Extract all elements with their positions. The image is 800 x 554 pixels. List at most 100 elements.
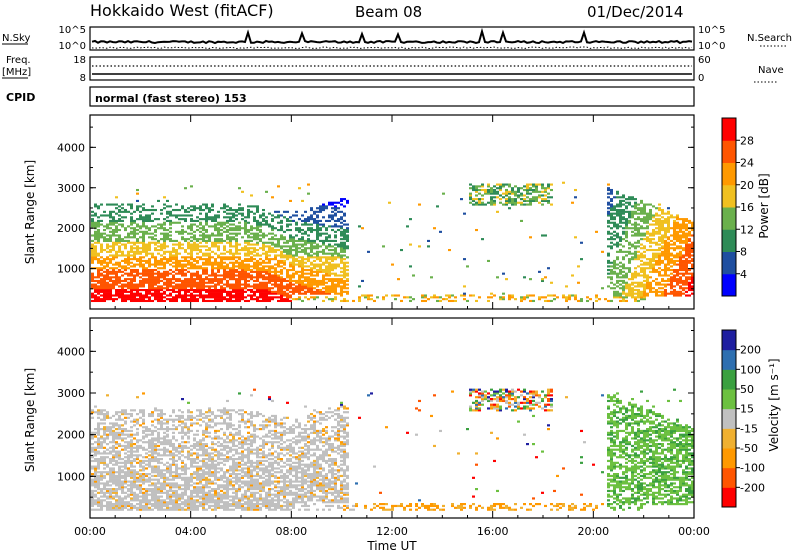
heatmap-cell bbox=[145, 299, 148, 303]
heatmap-cell bbox=[253, 294, 256, 297]
heatmap-cell bbox=[115, 433, 118, 436]
heatmap-cell bbox=[118, 478, 121, 481]
heatmap-cell bbox=[670, 285, 673, 288]
heatmap-cell bbox=[205, 272, 208, 275]
heatmap-cell bbox=[91, 491, 94, 494]
heatmap-cell bbox=[148, 279, 151, 283]
heatmap-cell bbox=[340, 245, 343, 248]
heatmap-cell bbox=[184, 259, 187, 263]
heatmap-cell bbox=[532, 196, 535, 199]
heatmap-cell bbox=[154, 452, 157, 455]
heatmap-cell bbox=[139, 261, 142, 264]
heatmap-cell bbox=[229, 290, 232, 293]
heatmap-cell bbox=[145, 288, 148, 292]
heatmap-cell bbox=[112, 508, 115, 511]
colorbar-swatch bbox=[722, 162, 736, 186]
heatmap-cell bbox=[94, 471, 97, 474]
heatmap-cell bbox=[121, 203, 124, 206]
heatmap-cell bbox=[118, 238, 121, 241]
heatmap-cell bbox=[622, 203, 625, 206]
heatmap-cell bbox=[121, 283, 124, 286]
heatmap-cell bbox=[220, 239, 223, 243]
heatmap-cell bbox=[304, 232, 307, 235]
heatmap-cell bbox=[145, 473, 148, 476]
heatmap-cell bbox=[250, 236, 253, 239]
heatmap-cell bbox=[154, 503, 157, 506]
heatmap-cell bbox=[268, 268, 271, 272]
heatmap-cell bbox=[193, 230, 196, 233]
heatmap-cell bbox=[97, 268, 100, 272]
heatmap-cell bbox=[97, 497, 100, 500]
heatmap-cell bbox=[565, 298, 568, 301]
heatmap-cell bbox=[220, 252, 223, 255]
heatmap-cell bbox=[307, 285, 310, 288]
heatmap-cell bbox=[265, 241, 268, 244]
heatmap-cell bbox=[298, 263, 301, 266]
heatmap-cell bbox=[124, 259, 127, 263]
heatmap-cell bbox=[622, 230, 625, 233]
heatmap-cell bbox=[334, 288, 337, 292]
heatmap-cell bbox=[310, 261, 313, 264]
heatmap-cell bbox=[664, 250, 667, 253]
heatmap-cell bbox=[97, 279, 100, 283]
heatmap-cell bbox=[241, 298, 244, 301]
heatmap-cell bbox=[643, 212, 646, 215]
heatmap-cell bbox=[619, 270, 622, 273]
heatmap-cell bbox=[679, 234, 682, 237]
heatmap-cell bbox=[94, 254, 97, 257]
heatmap-cell bbox=[250, 259, 253, 263]
heatmap-cell bbox=[661, 238, 664, 241]
heatmap-cell bbox=[130, 450, 133, 453]
heatmap-cell bbox=[145, 252, 148, 255]
heatmap-cell bbox=[226, 208, 229, 212]
heatmap-cell bbox=[106, 411, 109, 414]
heatmap-cell bbox=[304, 258, 307, 261]
heatmap-cell bbox=[97, 207, 100, 210]
heatmap-cell bbox=[148, 248, 151, 252]
heatmap-cell bbox=[103, 276, 106, 279]
heatmap-cell bbox=[139, 250, 142, 253]
heatmap-cell bbox=[691, 288, 694, 292]
heatmap-cell bbox=[253, 292, 256, 295]
heatmap-cell bbox=[145, 429, 148, 433]
heatmap-cell bbox=[115, 461, 118, 464]
heatmap-cell bbox=[121, 296, 124, 299]
heatmap-cell bbox=[622, 210, 625, 213]
heatmap-cell bbox=[682, 283, 685, 286]
heatmap-cell bbox=[91, 503, 94, 506]
heatmap-cell bbox=[232, 227, 235, 230]
heatmap-cell bbox=[232, 272, 235, 275]
heatmap-cell bbox=[277, 210, 280, 213]
heatmap-cell bbox=[211, 263, 214, 266]
heatmap-cell bbox=[124, 504, 127, 508]
heatmap-cell bbox=[331, 298, 334, 301]
heatmap-cell bbox=[310, 243, 313, 246]
heatmap-cell bbox=[322, 252, 325, 255]
heatmap-cell bbox=[217, 223, 220, 226]
heatmap-cell bbox=[265, 223, 268, 226]
heatmap-cell bbox=[256, 268, 259, 272]
heatmap-cell bbox=[259, 299, 262, 303]
heatmap-cell bbox=[199, 205, 202, 208]
heatmap-cell bbox=[217, 230, 220, 233]
heatmap-cell bbox=[673, 261, 676, 264]
heatmap-cell bbox=[193, 219, 196, 222]
heatmap-cell bbox=[166, 283, 169, 286]
heatmap-cell bbox=[340, 256, 343, 259]
heatmap-cell bbox=[112, 446, 115, 449]
heatmap-cell bbox=[115, 489, 118, 493]
heatmap-cell bbox=[118, 476, 121, 479]
heatmap-cell bbox=[685, 219, 688, 222]
heatmap-cell bbox=[214, 285, 217, 288]
nsky-tick-top-left: 10^5 bbox=[59, 25, 86, 36]
heatmap-cell bbox=[112, 272, 115, 275]
heatmap-cell bbox=[124, 461, 127, 464]
heatmap-cell bbox=[238, 285, 241, 288]
heatmap-cell bbox=[214, 272, 217, 275]
heatmap-cell bbox=[142, 296, 145, 299]
heatmap-cell bbox=[544, 234, 547, 237]
heatmap-cell bbox=[259, 258, 262, 261]
heatmap-cell bbox=[172, 247, 175, 250]
heatmap-cell bbox=[238, 227, 241, 230]
heatmap-cell bbox=[337, 207, 340, 210]
